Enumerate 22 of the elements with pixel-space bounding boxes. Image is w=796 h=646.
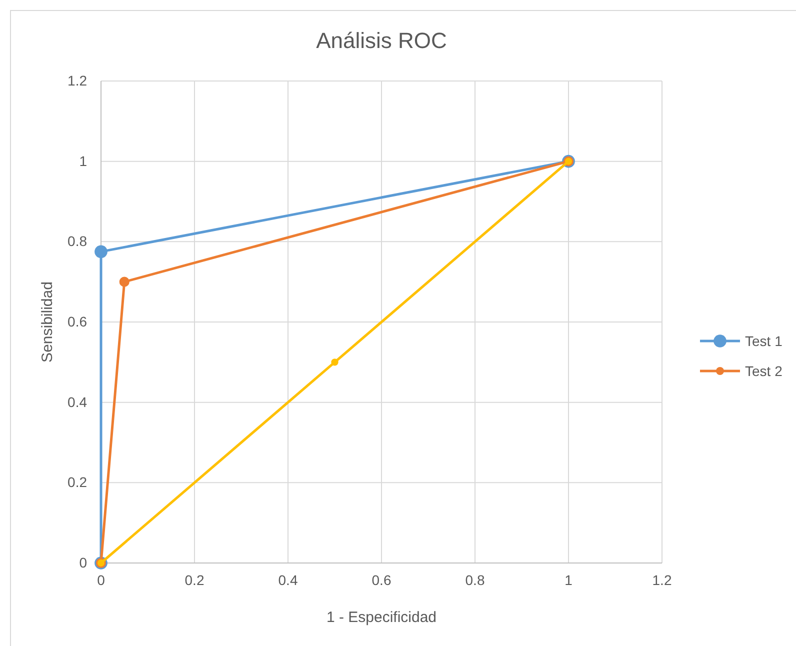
x-tick-label: 0 — [97, 572, 106, 588]
x-tick-label: 0.2 — [184, 572, 204, 588]
x-tick-label: 0.8 — [465, 572, 485, 588]
legend-label: Test 2 — [745, 363, 783, 379]
y-tick-label: 0.2 — [68, 474, 88, 490]
y-tick-label: 0.4 — [68, 394, 88, 410]
x-tick-label: 1.2 — [652, 572, 672, 588]
x-tick-label: 1 — [564, 572, 573, 588]
y-tick-label: 1 — [79, 152, 88, 169]
y-tick-label: 0.6 — [68, 313, 88, 330]
point — [119, 276, 130, 287]
point — [331, 358, 338, 366]
y-tick-label: 0.8 — [68, 233, 88, 250]
x-tick-label: 0.6 — [372, 572, 392, 588]
y-tick-label: 1.2 — [68, 72, 88, 88]
point — [94, 245, 108, 258]
x-tick-label: 0.4 — [278, 572, 298, 588]
legend-label: Test 1 — [745, 333, 783, 349]
x-axis-title: 1 - Especificidad — [326, 609, 437, 626]
y-tick-label: 0 — [79, 554, 88, 570]
y-axis-title: Sensibilidad — [39, 282, 56, 362]
chart-title: Análisis ROC — [316, 28, 448, 53]
